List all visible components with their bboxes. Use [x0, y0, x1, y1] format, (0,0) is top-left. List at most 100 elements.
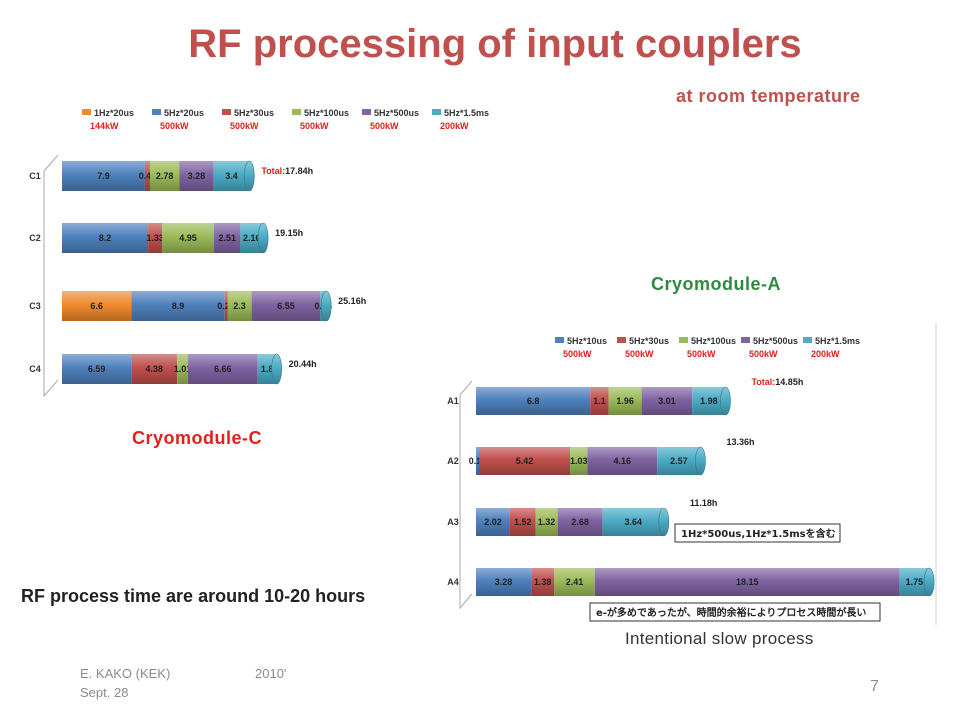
data-label: 3.28 [188, 171, 206, 181]
data-label: 8.2 [99, 233, 112, 243]
slide-subtitle: at room temperature [676, 86, 861, 106]
data-label: 3.4 [225, 171, 238, 181]
data-label: 18.15 [736, 577, 759, 587]
data-label: 1.96 [616, 396, 634, 406]
bar-segment [162, 223, 215, 253]
data-label: 6.66 [214, 364, 232, 374]
bar-segment [509, 508, 536, 536]
bar-segment [476, 387, 591, 415]
data-label: 1.75 [906, 577, 924, 587]
category-label: A4 [447, 577, 459, 587]
bar-segment [224, 291, 228, 321]
bar-segment [227, 291, 252, 321]
bar-segment [657, 447, 701, 475]
bar-segment [476, 508, 510, 536]
bar-segment [213, 161, 250, 191]
bar-segment [131, 291, 225, 321]
legend-swatch [152, 109, 161, 115]
data-label: 1.98 [700, 396, 718, 406]
bar-cap [720, 386, 731, 416]
legend-swatch [741, 337, 750, 343]
legend-label: 5Hz*30us [234, 108, 274, 118]
category-label: C1 [29, 171, 41, 181]
bar-total: 13.36h [726, 437, 754, 447]
legend-power: 144kW [90, 121, 119, 131]
category-label: C4 [29, 364, 41, 374]
data-label: 2.41 [566, 577, 584, 587]
legend-swatch [362, 109, 371, 115]
bar-total: 25.16h [338, 296, 366, 306]
bar-segment [131, 354, 178, 384]
legend-label: 5Hz*30us [629, 336, 669, 346]
bar-segment [240, 223, 264, 253]
data-label: 0.48 [139, 171, 157, 181]
category-label: A3 [447, 517, 459, 527]
data-label: 2.68 [571, 517, 589, 527]
bar-segment [641, 387, 693, 415]
bar-segment [62, 161, 145, 191]
bar-total: Total:17.84h [261, 166, 313, 176]
legend-swatch [679, 337, 688, 343]
bar-segment [214, 223, 241, 253]
page-number: 7 [870, 678, 879, 695]
legend-power: 500kW [625, 349, 654, 359]
data-label: 3.64 [624, 517, 642, 527]
legend-swatch [555, 337, 564, 343]
bar-cap [923, 567, 935, 597]
bar-segment [148, 223, 163, 253]
data-label: 2.51 [218, 233, 236, 243]
bar-segment [257, 354, 277, 384]
category-label: A2 [447, 456, 459, 466]
bar-segment [535, 508, 558, 536]
data-label: 6.59 [88, 364, 106, 374]
category-label: C2 [29, 233, 41, 243]
legend-power: 200kW [811, 349, 840, 359]
bar-segment [692, 387, 726, 415]
bar-total: Total:14.85h [751, 377, 803, 387]
bar-segment [144, 161, 150, 191]
legend-power: 200kW [440, 121, 469, 131]
data-label: 8.9 [172, 301, 185, 311]
chart-cryomodule-a: 5Hz*10us 500kW 5Hz*30us 500kW 5Hz*100us 500kW… [447, 323, 937, 625]
data-label: 1.52 [514, 517, 532, 527]
data-label: 6.8 [527, 396, 540, 406]
bar-segment [587, 447, 658, 475]
data-label: 2.16 [243, 233, 261, 243]
data-label: 7.9 [97, 171, 110, 181]
bar-total: 20.44h [289, 359, 317, 369]
legend-label: 5Hz*10us [567, 336, 607, 346]
legend-label: 5Hz*20us [164, 108, 204, 118]
data-label: 6.6 [90, 301, 103, 311]
note-box [589, 602, 881, 622]
rf-process-summary: RF process time are around 10-20 hours [21, 586, 366, 606]
bar-cap [320, 290, 332, 322]
data-label: 1.8 [261, 364, 274, 374]
category-label: A1 [447, 396, 459, 406]
data-label: 4.16 [614, 456, 632, 466]
data-label: 4.95 [179, 233, 197, 243]
data-label: 2.02 [484, 517, 502, 527]
legend-power: 500kW [300, 121, 329, 131]
data-label: 3.28 [495, 577, 513, 587]
legend-swatch [222, 109, 231, 115]
data-label: 0.26 [217, 301, 235, 311]
data-label: 2.78 [156, 171, 174, 181]
note-box [674, 523, 841, 543]
cryomodule-c-label: Cryomodule-C [132, 428, 263, 448]
bar-segment [62, 223, 149, 253]
bar-segment [476, 568, 532, 596]
legend-swatch [803, 337, 812, 343]
bar-segment [531, 568, 555, 596]
data-label: 2.3 [233, 301, 246, 311]
footer-author: E. KAKO (KEK) [80, 666, 171, 681]
bar-cap [658, 507, 670, 537]
bar-total: 11.18h [690, 498, 718, 508]
bar-segment [557, 508, 603, 536]
bar-cap [257, 222, 269, 254]
chart-cryomodule-c: 1Hz*20us 144kW 5Hz*20us 500kW 5Hz*30us 500kW 5… [29, 108, 489, 398]
legend-label: 1Hz*20us [94, 108, 134, 118]
legend-power: 500kW [160, 121, 189, 131]
bar-segment [177, 354, 188, 384]
bar-segment [62, 354, 132, 384]
data-label: 1.03 [570, 456, 588, 466]
